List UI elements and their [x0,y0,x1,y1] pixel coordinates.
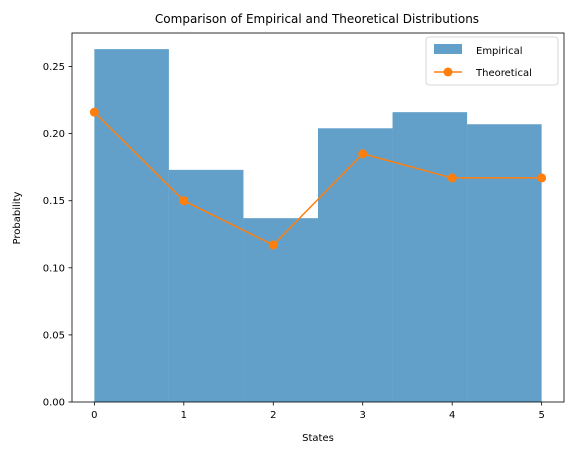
y-axis-label: Probability [12,191,23,244]
legend: Empirical Theoretical [426,37,558,85]
x-tick-label: 1 [181,410,187,421]
x-axis-label: States [302,433,334,444]
legend-marker-theoretical [444,68,453,77]
x-tick-label: 4 [449,410,455,421]
theoretical-point [537,173,546,182]
histogram-bar [318,128,393,402]
x-tick-label: 5 [538,410,544,421]
histogram-bar [243,218,318,402]
legend-swatch-empirical [434,44,462,54]
y-tick-label: 0.00 [43,398,65,409]
theoretical-point [179,196,188,205]
x-axis: 0 1 2 3 4 5 [91,402,545,421]
histogram-bar [169,170,244,402]
y-tick-label: 0.05 [43,330,65,341]
y-tick-label: 0.10 [43,263,65,274]
theoretical-point [269,241,278,250]
chart-title: Comparison of Empirical and Theoretical … [155,12,479,26]
histogram-bar [467,124,542,402]
y-tick-label: 0.25 [43,62,65,73]
legend-label-empirical: Empirical [476,46,522,57]
x-tick-label: 3 [360,410,366,421]
histogram-bar [393,112,468,402]
y-axis: 0.00 0.05 0.10 0.15 0.20 0.25 [43,62,72,408]
legend-label-theoretical: Theoretical [475,68,532,79]
y-tick-label: 0.15 [43,196,65,207]
theoretical-point [448,173,457,182]
histogram-bars [94,49,541,402]
histogram-bar [94,49,169,402]
x-tick-label: 0 [91,410,97,421]
y-tick-label: 0.20 [43,129,65,140]
theoretical-point [90,108,99,117]
x-tick-label: 2 [270,410,276,421]
theoretical-point [358,149,367,158]
